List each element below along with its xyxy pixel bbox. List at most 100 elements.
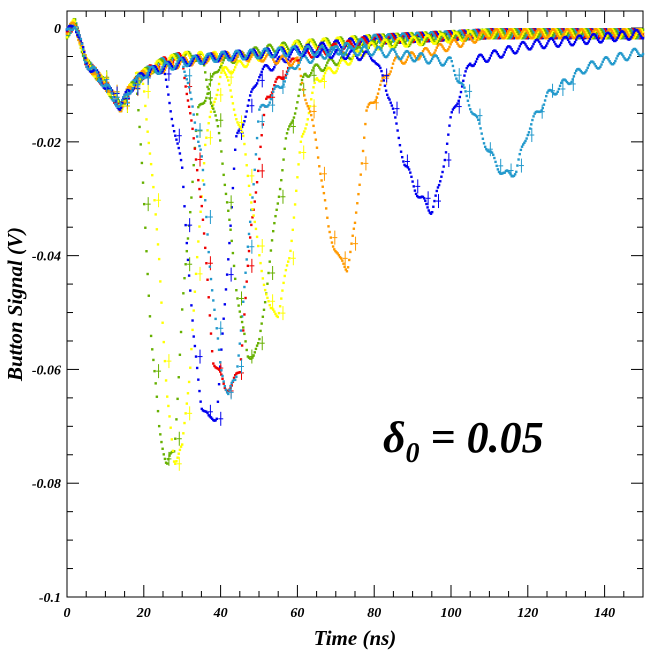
data-point — [156, 65, 160, 69]
data-point — [430, 36, 434, 40]
data-point — [425, 202, 428, 206]
data-point — [538, 40, 541, 44]
data-point — [437, 31, 441, 34]
data-point — [396, 41, 399, 44]
data-point — [231, 102, 235, 105]
data-point — [326, 41, 329, 44]
data-point — [363, 52, 366, 55]
data-point — [208, 314, 212, 317]
data-point — [238, 371, 241, 374]
data-point — [424, 199, 427, 202]
data-point — [609, 34, 612, 37]
data-point — [323, 37, 327, 41]
data-point — [280, 297, 283, 300]
data-point — [541, 33, 544, 36]
data-point — [524, 43, 527, 46]
data-point — [584, 33, 587, 36]
data-point — [558, 43, 562, 47]
data-point — [282, 48, 285, 51]
data-point — [81, 48, 85, 51]
data-point — [300, 135, 304, 138]
data-point — [381, 40, 384, 43]
data-point — [579, 30, 582, 34]
data-point — [289, 60, 292, 63]
data-point — [550, 35, 554, 38]
data-point — [574, 31, 578, 34]
data-point — [239, 60, 243, 64]
data-point — [437, 39, 441, 42]
data-point — [245, 110, 248, 113]
data-point — [614, 32, 617, 35]
data-point — [611, 31, 615, 35]
data-point — [442, 34, 445, 37]
data-point — [396, 129, 399, 132]
data-point — [232, 167, 236, 170]
data-point — [409, 35, 412, 39]
data-point — [367, 36, 371, 39]
data-point — [148, 152, 152, 155]
data-point — [524, 35, 527, 39]
data-point — [456, 102, 459, 105]
data-point — [225, 52, 229, 56]
data-point — [270, 46, 274, 49]
data-point — [235, 375, 238, 378]
data-point — [217, 68, 221, 72]
data-point — [223, 183, 227, 187]
data-point — [391, 107, 395, 110]
data-point — [243, 285, 246, 289]
data-point — [388, 37, 391, 40]
data-point — [197, 140, 200, 143]
data-point — [471, 39, 474, 43]
data-point — [404, 60, 407, 64]
data-point — [220, 369, 223, 372]
data-point — [377, 88, 381, 91]
data-point — [229, 384, 232, 388]
data-point — [407, 41, 411, 44]
data-point — [181, 58, 184, 61]
data-point — [389, 34, 392, 37]
data-point — [257, 120, 260, 123]
data-point — [262, 283, 266, 287]
data-point — [291, 62, 294, 66]
data-point — [444, 34, 448, 38]
data-point — [630, 35, 633, 39]
data-point — [235, 63, 238, 66]
data-point — [523, 34, 526, 37]
data-point — [148, 67, 152, 70]
data-point — [481, 55, 485, 59]
data-point — [413, 36, 417, 40]
data-point — [232, 264, 236, 268]
data-point — [297, 163, 300, 166]
data-point — [255, 136, 259, 140]
data-point — [118, 108, 122, 111]
data-point — [202, 232, 206, 235]
data-point — [185, 241, 189, 245]
data-point — [219, 57, 222, 60]
data-point — [65, 36, 69, 39]
data-point — [504, 34, 508, 37]
data-point — [358, 183, 361, 186]
data-point — [265, 293, 268, 296]
data-point — [546, 36, 549, 39]
data-point — [265, 97, 268, 101]
data-point — [191, 105, 194, 108]
data-point — [258, 51, 261, 54]
data-point — [282, 77, 285, 80]
data-point — [443, 36, 447, 39]
data-point — [322, 74, 326, 78]
data-point — [368, 34, 372, 38]
data-point — [338, 37, 342, 41]
data-point — [197, 105, 200, 109]
data-point — [334, 43, 337, 46]
data-point — [182, 53, 185, 57]
data-point — [493, 33, 496, 36]
data-point — [525, 45, 528, 48]
data-point — [198, 389, 201, 393]
data-point — [80, 42, 84, 46]
data-point — [194, 272, 198, 276]
data-point — [107, 83, 110, 87]
data-point — [303, 94, 306, 97]
data-point — [284, 43, 288, 46]
data-point — [232, 376, 236, 380]
data-point — [441, 45, 444, 48]
